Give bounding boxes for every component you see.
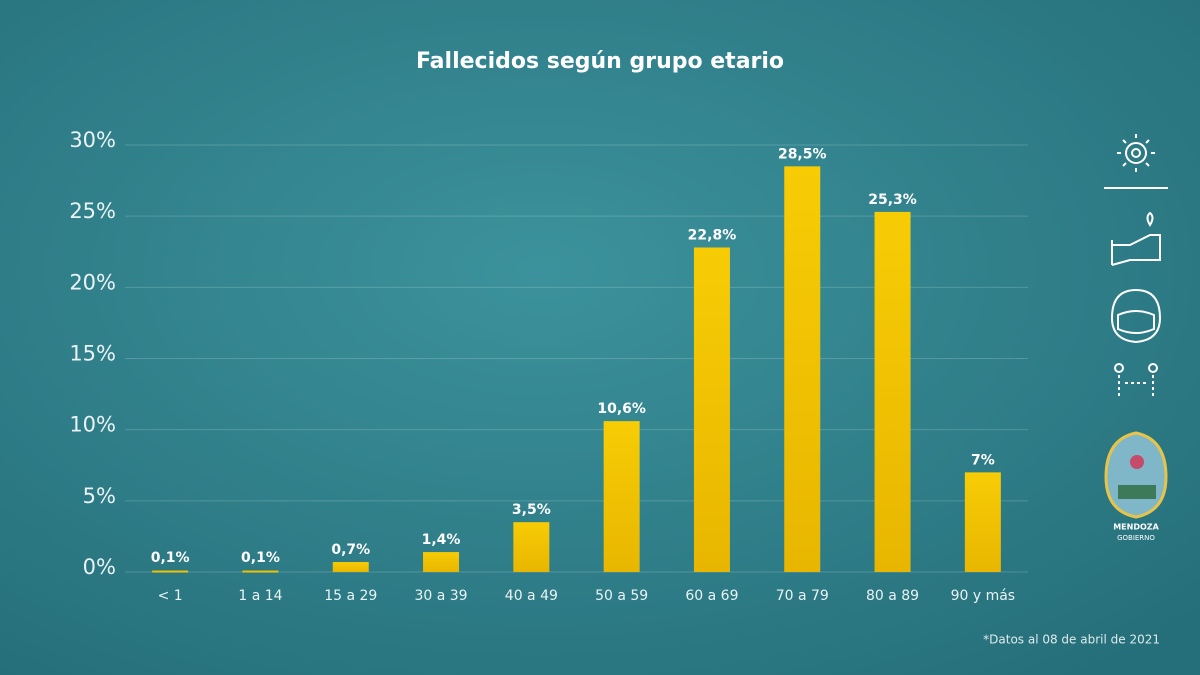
value-label: 25,3% xyxy=(868,192,917,208)
x-tick-label: < 1 xyxy=(158,588,183,604)
bar xyxy=(874,211,911,572)
x-tick-label: 80 a 89 xyxy=(866,588,919,604)
bar xyxy=(242,570,279,573)
x-tick-label: 30 a 39 xyxy=(414,588,467,604)
y-tick-label: 5% xyxy=(83,484,116,508)
bar xyxy=(964,472,1001,572)
value-label: 3,5% xyxy=(512,502,551,518)
note: *Datos al 08 de abril de 2021 xyxy=(983,633,1160,647)
logo-subtitle: GOBIERNO xyxy=(1117,534,1155,542)
y-tick-label: 30% xyxy=(69,128,116,152)
x-tick-label: 1 a 14 xyxy=(238,588,282,604)
y-tick-label: 0% xyxy=(83,555,116,579)
value-label: 0,7% xyxy=(331,542,370,558)
x-tick-label: 60 a 69 xyxy=(685,588,738,604)
bar xyxy=(513,522,550,572)
logo-name: MENDOZA xyxy=(1113,523,1159,532)
value-label: 0,1% xyxy=(151,550,190,566)
bar xyxy=(603,421,640,572)
x-tick-label: 40 a 49 xyxy=(505,588,558,604)
bar xyxy=(784,166,821,572)
y-tick-label: 10% xyxy=(69,413,116,437)
y-tick-label: 15% xyxy=(69,342,116,366)
bar xyxy=(152,570,189,573)
y-tick-label: 25% xyxy=(69,199,116,223)
value-label: 1,4% xyxy=(422,532,461,548)
value-label: 7% xyxy=(971,452,995,468)
x-tick-label: 90 y más xyxy=(951,588,1016,604)
y-tick-label: 20% xyxy=(69,270,116,294)
x-tick-label: 50 a 59 xyxy=(595,588,648,604)
value-label: 0,1% xyxy=(241,550,280,566)
bar xyxy=(693,247,730,573)
value-label: 10,6% xyxy=(597,401,646,417)
bar xyxy=(332,562,369,572)
bar xyxy=(423,552,460,572)
x-tick-label: 70 a 79 xyxy=(776,588,829,604)
value-label: 28,5% xyxy=(778,146,827,162)
value-label: 22,8% xyxy=(688,227,737,243)
chart-title: Fallecidos según grupo etario xyxy=(416,49,784,74)
side-icons: MENDOZA GOBIERNO xyxy=(1104,134,1168,542)
x-tick-label: 15 a 29 xyxy=(324,588,377,604)
